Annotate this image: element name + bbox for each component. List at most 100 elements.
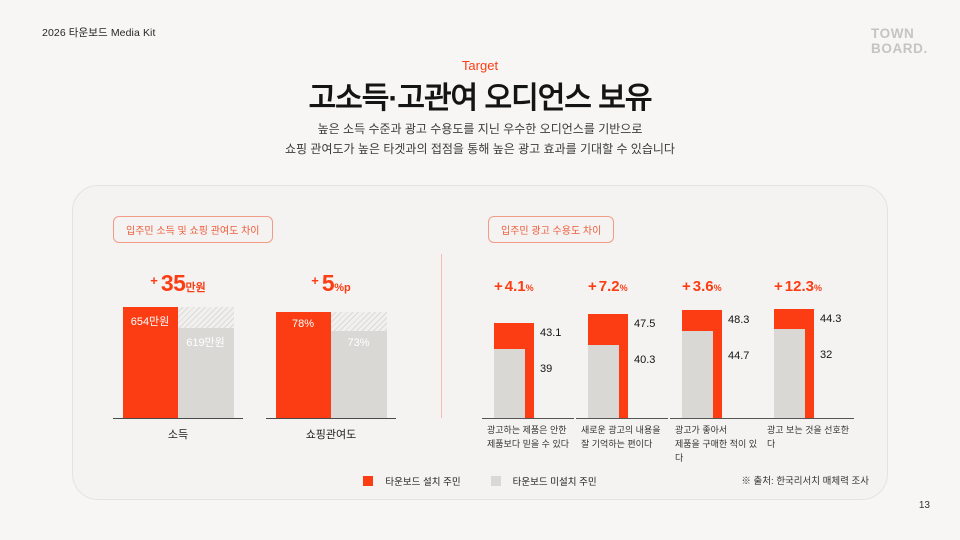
not-installed-bar [588, 345, 619, 418]
diff-label: +12.3% [762, 278, 854, 298]
header-left-text: 2026 타운보드 Media Kit [42, 27, 156, 39]
not-installed-bar-value: 73% [347, 337, 370, 349]
hatch-pattern [330, 312, 387, 331]
caption-line-1: 새로운 광고의 내용을 [581, 425, 661, 435]
brand-logo: TOWN BOARD. [871, 26, 928, 56]
installed-value-label: 47.5 [634, 318, 656, 330]
not-installed-value-label: 44.7 [728, 350, 750, 362]
ad-chart-group-1: +4.1% 43.1 39 광고하는 제품은 안한 제품보다 믿을 수 있다 [482, 278, 574, 452]
axis-line [113, 418, 243, 419]
legend-item-installed: 타운보드 설치 주민 [363, 474, 461, 488]
diff-value: 35 [160, 270, 186, 296]
caption-line-2: 제품보다 믿을 수 있다 [487, 438, 570, 449]
installed-value-label: 44.3 [820, 313, 842, 325]
not-installed-bar [494, 349, 525, 418]
diff-value: 5 [321, 270, 335, 296]
bar-pair: 654만원 619만원 [113, 306, 243, 418]
bar-pair: 78% 73% [266, 306, 396, 418]
installed-bar: 78% [275, 312, 331, 418]
legend-swatch-installed-icon [363, 476, 374, 486]
installed-bar-value: 654만원 [130, 316, 170, 328]
diff-value: 3.6 [692, 278, 714, 295]
eyebrow-target: Target [461, 58, 499, 73]
axis-line [762, 418, 854, 419]
ad-chart-group-2: +7.2% 47.5 40.3 새로운 광고의 내용을 잘 기억하는 편이다 [576, 278, 668, 452]
brand-logo-line1: TOWN [871, 26, 915, 41]
legend-item-not-installed: 타운보드 미설치 주민 [490, 474, 597, 488]
not-installed-value-label: 32 [820, 349, 833, 361]
caption: 새로운 광고의 내용을 잘 기억하는 편이다 [576, 424, 668, 452]
diff-unit: 만원 [185, 282, 206, 294]
diff-label: +7.2% [576, 278, 668, 298]
section-badge-income: 입주민 소득 및 쇼핑 관여도 차이 [113, 216, 273, 243]
plus-sign: + [588, 278, 597, 295]
diff-label-income: +35만원 [113, 270, 243, 300]
not-installed-value-label: 40.3 [634, 354, 656, 366]
not-installed-bar [682, 331, 713, 418]
diff-value: 4.1 [504, 278, 526, 295]
not-installed-bar-value: 619만원 [186, 337, 225, 349]
axis-line [576, 418, 668, 419]
bar-pair: 43.1 39 [482, 306, 574, 418]
not-installed-bar: 619만원 [177, 328, 234, 418]
plus-sign: + [774, 278, 783, 295]
diff-unit: % [713, 283, 722, 293]
installed-bar: 654만원 [122, 307, 178, 418]
page-subtitle: 높은 소득 수준과 광고 수용도를 지닌 우수한 오디언스를 기반으로 쇼핑 관… [0, 119, 960, 160]
caption: 광고하는 제품은 안한 제품보다 믿을 수 있다 [482, 424, 574, 452]
caption-line-2: 제품을 구매한 적이 있다 [675, 438, 758, 463]
axis-line [266, 418, 396, 419]
not-installed-bar [774, 329, 805, 418]
brand-logo-line2: BOARD. [871, 41, 928, 57]
bar-pair: 47.5 40.3 [576, 306, 668, 418]
hatch-pattern [177, 307, 234, 328]
plus-sign: + [150, 273, 158, 288]
section-divider [441, 254, 442, 418]
caption-line-1: 광고하는 제품은 안한 [487, 425, 567, 435]
diff-label: +4.1% [482, 278, 574, 298]
source-note: ※ 출처: 한국리서치 매체력 조사 [741, 476, 869, 487]
category-label: 소득 [167, 429, 189, 441]
ad-chart-group-3: +3.6% 48.3 44.7 광고가 좋아서 제품을 구매한 적이 있다 [670, 278, 762, 466]
legend-label-installed: 타운보드 설치 주민 [385, 477, 461, 488]
axis-line [670, 418, 762, 419]
category-label: 쇼핑관여도 [305, 429, 357, 441]
not-installed-value-label: 39 [540, 363, 553, 375]
diff-unit: %p [334, 282, 351, 294]
diff-unit: % [525, 283, 534, 293]
legend: 타운보드 설치 주민 타운보드 미설치 주민 [73, 474, 887, 488]
diff-unit: % [619, 283, 628, 293]
installed-value-label: 48.3 [728, 314, 750, 326]
installed-bar-value: 78% [291, 318, 315, 330]
caption: 광고 보는 것을 선호한다 [762, 424, 854, 452]
diff-label: +3.6% [670, 278, 762, 298]
income-chart-group-income: +35만원 654만원 619만원 소득 [113, 270, 243, 442]
installed-value-label: 43.1 [540, 327, 562, 339]
ad-chart-group-4: +12.3% 44.3 32 광고 보는 것을 선호한다 [762, 278, 854, 452]
caption-line-2: 잘 기억하는 편이다 [581, 438, 653, 449]
diff-label-involvement: +5%p [266, 270, 396, 300]
caption-line-1: 광고가 좋아서 [675, 425, 728, 435]
not-installed-column: 73% [330, 312, 387, 418]
diff-value: 7.2 [598, 278, 620, 295]
caption-line-1: 광고 보는 것을 선호한다 [767, 425, 850, 449]
legend-label-not-installed: 타운보드 미설치 주민 [512, 477, 597, 488]
page-number: 13 [918, 500, 930, 511]
page-title: 고소득·고관여 오디언스 보유 [308, 82, 653, 115]
plus-sign: + [311, 273, 319, 288]
axis-line [482, 418, 574, 419]
plus-sign: + [682, 278, 691, 295]
subtitle-line-2: 쇼핑 관여도가 높은 타겟과의 접점을 통해 높은 광고 효과를 기대할 수 있… [285, 142, 675, 157]
plus-sign: + [494, 278, 503, 295]
not-installed-bar: 73% [330, 331, 387, 418]
diff-value: 12.3 [784, 278, 814, 295]
content-card: 입주민 소득 및 쇼핑 관여도 차이 입주민 광고 수용도 차이 +35만원 6… [72, 185, 888, 500]
caption: 광고가 좋아서 제품을 구매한 적이 있다 [670, 424, 762, 466]
section-badge-ad-receptivity: 입주민 광고 수용도 차이 [488, 216, 615, 243]
legend-swatch-not-installed-icon [490, 476, 501, 486]
subtitle-line-1: 높은 소득 수준과 광고 수용도를 지닌 우수한 오디언스를 기반으로 [317, 122, 643, 136]
income-chart-group-involvement: +5%p 78% 73% 쇼핑관여도 [266, 270, 396, 442]
diff-unit: % [813, 283, 822, 293]
bar-pair: 44.3 32 [762, 306, 854, 418]
